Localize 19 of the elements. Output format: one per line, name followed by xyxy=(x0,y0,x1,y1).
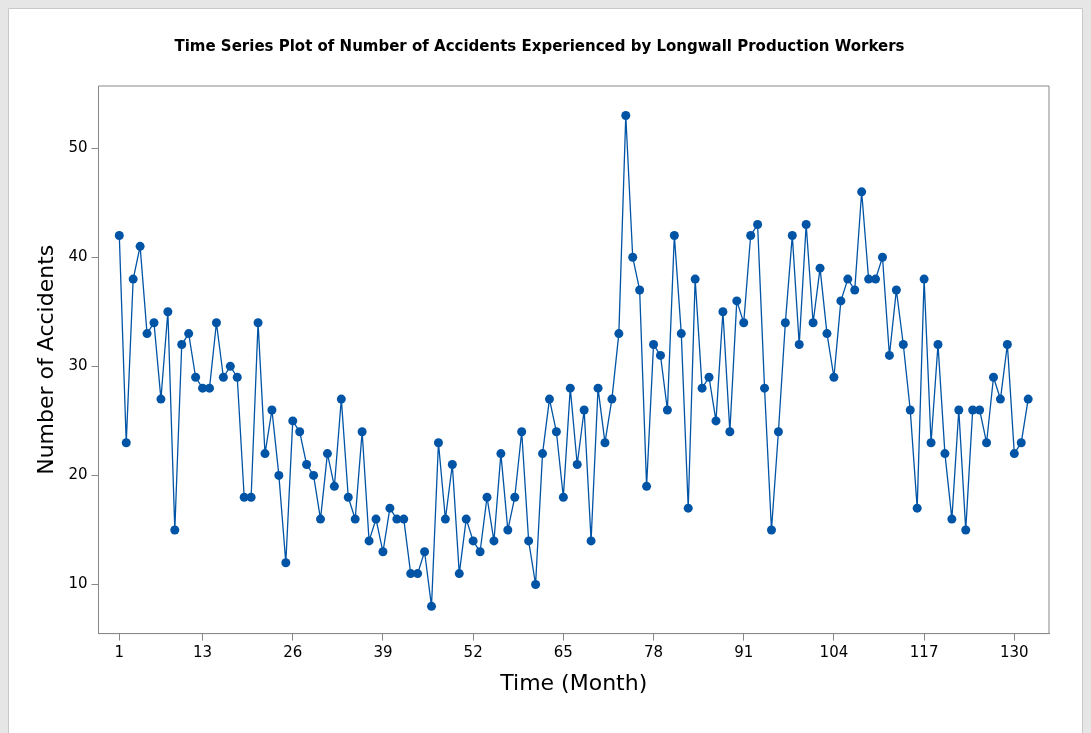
x-tick-label: 117 xyxy=(909,643,939,662)
y-tick-label: 30 xyxy=(68,356,88,375)
x-tick-label: 52 xyxy=(463,643,483,662)
x-tick-label: 39 xyxy=(373,643,393,662)
y-tick-label: 40 xyxy=(68,247,88,266)
x-tick-label: 26 xyxy=(283,643,303,662)
x-tick-label: 130 xyxy=(999,643,1029,662)
x-tick-label: 104 xyxy=(819,643,849,662)
y-tick-label: 50 xyxy=(68,138,88,157)
x-tick-label: 65 xyxy=(553,643,573,662)
y-tick-label: 20 xyxy=(68,465,88,484)
x-tick-label: 78 xyxy=(643,643,664,662)
x-axis-title: Time (Month) xyxy=(499,669,648,695)
x-tick-label: 1 xyxy=(114,643,125,662)
y-axis-title: Number of Accidents xyxy=(32,244,58,475)
x-tick-label: 13 xyxy=(193,643,213,662)
y-tick-label: 10 xyxy=(68,574,88,593)
x-tick-label: 91 xyxy=(734,643,754,662)
chart-title: Time Series Plot of Number of Accidents Experienced by Longwall Production Workers xyxy=(174,36,905,55)
